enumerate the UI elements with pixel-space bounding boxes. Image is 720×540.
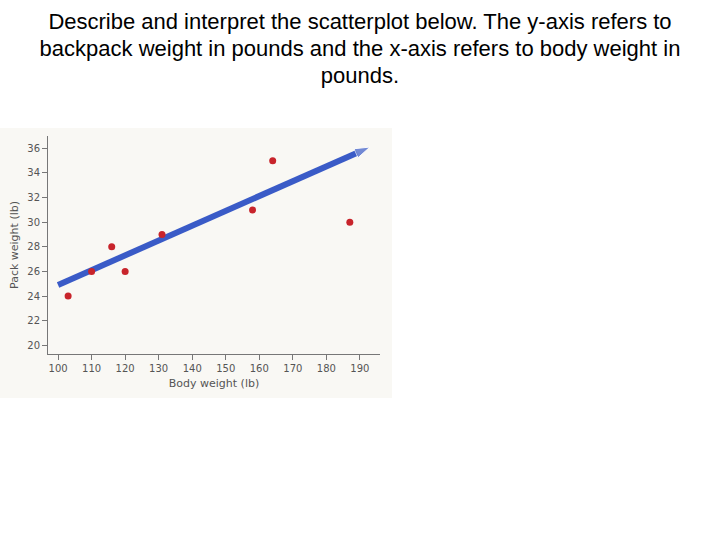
svg-text:130: 130 [149,363,168,374]
html-text:Describe and interpret the sca: Describe and interpret the scatterplot b… [39,9,681,88]
svg-text:120: 120 [116,363,135,374]
svg-text:190: 190 [350,363,369,374]
svg-text:180: 180 [317,363,336,374]
svg-text:34: 34 [27,167,40,178]
svg-text:36: 36 [27,143,40,154]
svg-text:110: 110 [82,363,101,374]
svg-text:20: 20 [27,340,40,351]
svg-text:22: 22 [27,315,40,326]
svg-text:Body weight (lb): Body weight (lb) [169,377,259,390]
svg-text:26: 26 [27,266,40,277]
svg-text:32: 32 [27,192,40,203]
svg-text:100: 100 [49,363,68,374]
svg-text:28: 28 [27,241,40,252]
svg-text:30: 30 [27,217,40,228]
svg-text:Pack weight (lb): Pack weight (lb) [8,201,21,289]
svg-text:24: 24 [27,291,40,302]
svg-text:170: 170 [283,363,302,374]
svg-text:140: 140 [183,363,202,374]
svg-text:160: 160 [250,363,269,374]
svg-text:150: 150 [216,363,235,374]
